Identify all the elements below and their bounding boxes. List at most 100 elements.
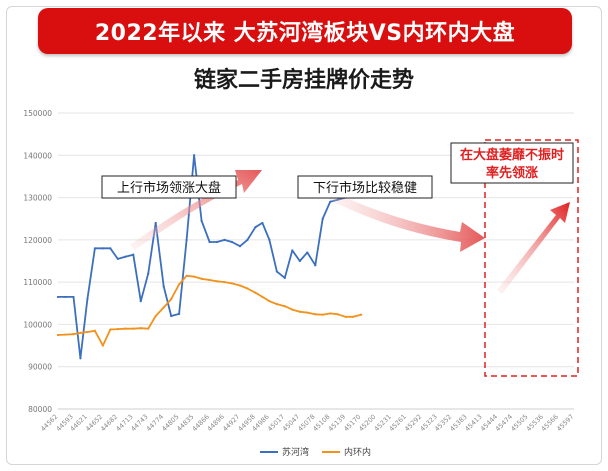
- data-point: [139, 300, 142, 303]
- data-point: [56, 333, 60, 337]
- data-point: [116, 257, 119, 260]
- data-point: [352, 315, 355, 318]
- data-point: [306, 251, 309, 254]
- legend: 苏河湾 内环内: [260, 446, 371, 458]
- data-point: [329, 312, 332, 315]
- chart-card: [6, 6, 602, 465]
- data-point: [185, 238, 188, 241]
- data-point: [283, 276, 286, 280]
- data-point: [93, 247, 96, 250]
- data-point: [162, 285, 165, 288]
- series-line-neihuannei: [57, 274, 362, 347]
- data-point: [230, 282, 234, 285]
- down-trend-arrow: [326, 190, 485, 252]
- data-point: [86, 330, 89, 334]
- data-point: [154, 221, 157, 225]
- data-point: [314, 313, 317, 316]
- legend-label-neihuannei: 内环内: [344, 446, 371, 458]
- data-point: [283, 305, 286, 308]
- y-tick-label: 150000: [23, 109, 52, 118]
- data-point: [268, 238, 271, 241]
- data-point: [86, 297, 89, 301]
- data-point: [254, 291, 257, 294]
- data-point: [306, 311, 309, 314]
- data-point: [101, 247, 104, 250]
- data-point: [230, 240, 234, 244]
- data-point: [109, 247, 112, 250]
- data-point: [254, 226, 257, 229]
- y-tick-label: 130000: [23, 194, 52, 203]
- data-point: [275, 303, 278, 306]
- y-tick-label: 120000: [23, 236, 52, 245]
- highlight-label-line1: 在大盘萎靡不振时: [460, 147, 564, 163]
- down-market-label-box: [297, 175, 433, 199]
- data-point: [147, 272, 150, 275]
- down-market-label: 下行市场比较稳健: [313, 180, 417, 196]
- up-market-label-box: [101, 175, 237, 199]
- data-point: [261, 295, 264, 299]
- data-point: [116, 327, 119, 331]
- data-point: [223, 238, 226, 241]
- data-point: [200, 219, 203, 222]
- data-point: [132, 327, 135, 330]
- banner-title: 2022年以来 大苏河湾板块VS内环内大盘: [38, 8, 572, 54]
- data-point: [223, 281, 226, 284]
- data-point: [208, 240, 211, 244]
- data-point: [101, 344, 104, 347]
- data-point: [162, 306, 165, 309]
- data-point: [178, 312, 181, 315]
- highlight-box: [484, 139, 579, 377]
- data-point: [72, 295, 75, 299]
- data-point: [298, 259, 301, 263]
- y-tick-label: 90000: [28, 363, 52, 372]
- data-point: [124, 255, 127, 258]
- data-point: [170, 297, 173, 301]
- data-point: [268, 300, 271, 303]
- data-point: [344, 315, 347, 318]
- highlight-label-box: [450, 142, 574, 184]
- data-point: [208, 278, 211, 282]
- data-point: [64, 295, 67, 299]
- data-point: [72, 333, 75, 336]
- data-point: [79, 331, 82, 334]
- data-point: [238, 284, 242, 287]
- data-point: [314, 264, 317, 267]
- y-tick-label: 100000: [23, 320, 52, 329]
- data-point: [321, 217, 324, 220]
- data-point: [261, 221, 264, 225]
- data-point: [109, 328, 112, 331]
- data-point: [275, 270, 278, 273]
- data-point: [56, 295, 60, 299]
- data-point: [321, 313, 324, 316]
- data-point: [215, 280, 219, 283]
- chart-subtitle: 链家二手房挂牌价走势: [193, 68, 414, 93]
- y-tick-label: 110000: [23, 278, 52, 287]
- data-point: [215, 240, 219, 244]
- data-point: [132, 253, 135, 256]
- data-point: [185, 274, 188, 277]
- data-point: [329, 200, 332, 203]
- data-point: [147, 327, 150, 330]
- x-tick-label: 45597: [555, 413, 575, 433]
- highlight-label-line2: 率先领涨: [486, 165, 538, 181]
- data-point: [291, 308, 294, 311]
- data-point: [124, 327, 127, 330]
- data-point: [246, 238, 249, 241]
- data-point: [64, 333, 67, 336]
- data-point: [360, 313, 363, 316]
- data-point: [298, 310, 301, 313]
- data-point: [93, 329, 96, 332]
- data-point: [79, 357, 82, 360]
- data-point: [139, 327, 142, 330]
- y-tick-label: 140000: [23, 151, 52, 160]
- data-point: [238, 245, 242, 248]
- data-point: [178, 283, 181, 286]
- data-point: [246, 287, 249, 290]
- up-market-label: 上行市场领涨大盘: [117, 180, 221, 196]
- data-point: [193, 154, 196, 157]
- data-point: [291, 249, 294, 252]
- y-tick-label: 80000: [28, 405, 52, 414]
- legend-label-suhewan: 苏河湾: [282, 446, 309, 458]
- data-point: [154, 314, 157, 318]
